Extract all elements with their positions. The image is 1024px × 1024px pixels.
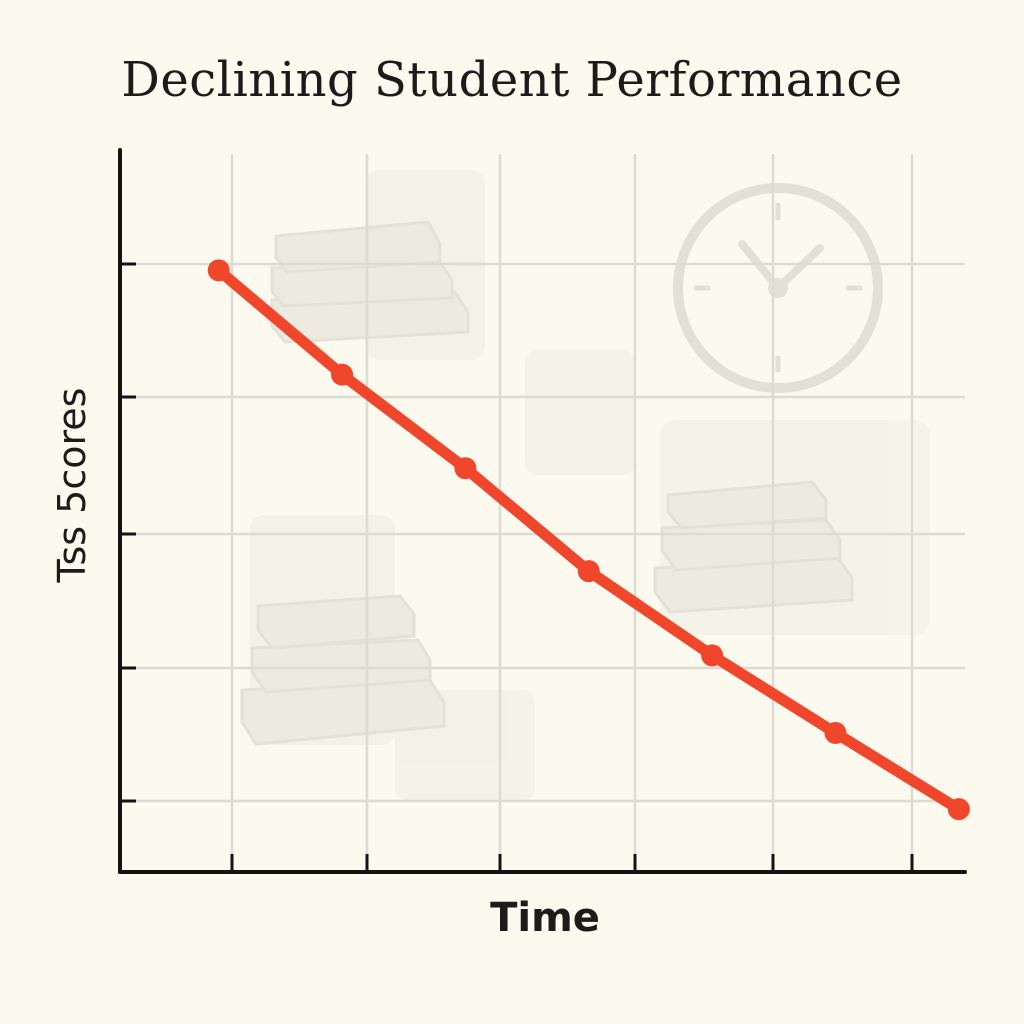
- x-axis-label: Time: [490, 895, 600, 941]
- axes: [118, 148, 967, 874]
- data-point: [824, 721, 847, 744]
- chart-title: Declining Student Performance: [121, 52, 903, 108]
- background-decorations: [240, 170, 930, 800]
- data-series: [207, 259, 970, 821]
- book-stack-icon: [240, 594, 446, 746]
- data-point: [701, 644, 724, 667]
- grid-lines: [120, 154, 965, 872]
- data-point: [577, 560, 600, 583]
- y-axis-label: Tss 5cores: [50, 387, 94, 583]
- book-stack-icon: [270, 220, 470, 344]
- data-point: [331, 363, 354, 386]
- book-stack-icon: [653, 480, 854, 614]
- data-point: [947, 798, 970, 821]
- data-point: [207, 259, 230, 282]
- data-point: [454, 457, 477, 480]
- clock-icon: [673, 183, 883, 393]
